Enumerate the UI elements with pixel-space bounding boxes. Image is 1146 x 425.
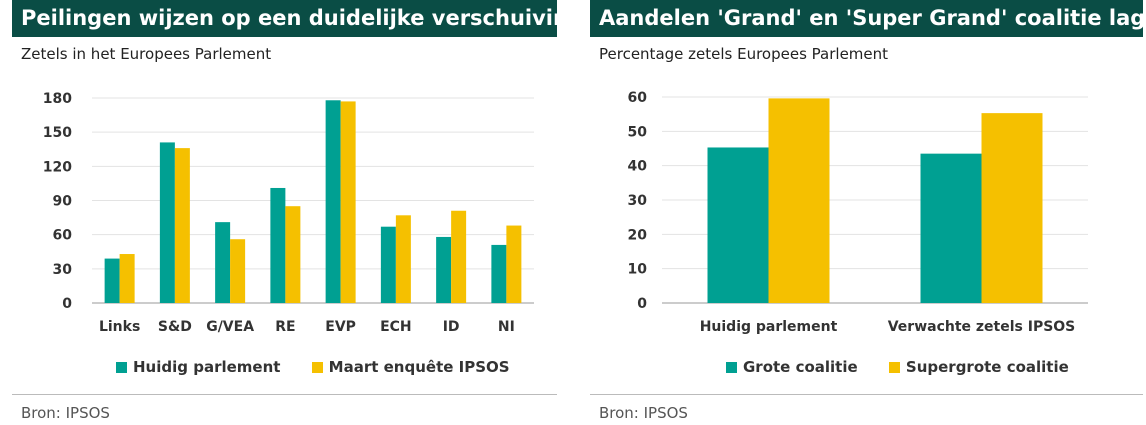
bar xyxy=(340,101,356,304)
legend-label: Maart enquête IPSOS xyxy=(328,358,510,376)
y-tick-label: 0 xyxy=(637,296,647,312)
y-tick-label: 120 xyxy=(43,159,72,175)
chart-subtitle: Percentage zetels Europees Parlement xyxy=(599,45,889,63)
bar-chart-coalition: 0 10 20 30 40 50 60 Huidig parlement Verwachte z… xyxy=(628,90,1088,335)
x-tick-label: EVP xyxy=(325,319,356,335)
bar xyxy=(230,239,246,303)
legend-label: Grote coalitie xyxy=(743,358,858,376)
bar xyxy=(159,142,175,303)
y-tick-label: 40 xyxy=(628,159,648,175)
legend-swatch-yellow xyxy=(311,362,323,373)
bar xyxy=(174,148,190,303)
x-tick-label: G/VEA xyxy=(206,319,254,335)
chart-panel-seats: Peilingen wijzen op een duidelijke versc… xyxy=(12,0,557,425)
bar xyxy=(380,226,396,303)
bar xyxy=(104,258,120,303)
legend-swatch-teal xyxy=(726,362,737,373)
bar xyxy=(395,215,411,303)
divider xyxy=(590,394,1143,395)
bar xyxy=(270,187,286,303)
legend-item-poll: Maart enquête IPSOS xyxy=(311,358,510,376)
y-tick-label: 20 xyxy=(628,227,648,243)
y-tick-label: 10 xyxy=(628,262,648,278)
chart-panel-coalition: Aandelen 'Grand' en 'Super Grand' coalit… xyxy=(590,0,1143,425)
chart-title: Peilingen wijzen op een duidelijke versc… xyxy=(12,0,557,37)
legend-label: Supergrote coalitie xyxy=(905,358,1069,376)
y-tick-label: 0 xyxy=(62,296,72,312)
bar xyxy=(768,98,830,303)
bar xyxy=(491,244,507,303)
bar xyxy=(981,113,1043,304)
x-tick-label: ID xyxy=(443,319,460,335)
x-tick-label: NI xyxy=(498,319,515,335)
chart-legend: Huidig parlement Maart enquête IPSOS xyxy=(116,358,536,376)
source-note: Bron: IPSOS xyxy=(599,404,688,422)
x-tick-label: Links xyxy=(99,319,140,335)
x-tick-label: ECH xyxy=(380,319,412,335)
bar xyxy=(215,222,231,303)
bar xyxy=(325,100,341,304)
y-tick-label: 180 xyxy=(43,91,72,107)
y-tick-label: 90 xyxy=(53,194,73,210)
source-note: Bron: IPSOS xyxy=(21,404,110,422)
x-tick-label: S&D xyxy=(158,319,192,335)
bar xyxy=(707,147,769,303)
legend-swatch-yellow xyxy=(888,362,900,373)
divider xyxy=(12,394,557,395)
bar xyxy=(436,236,452,303)
bar xyxy=(506,225,522,303)
chart-title: Aandelen 'Grand' en 'Super Grand' coalit… xyxy=(590,0,1143,37)
legend-label: Huidig parlement xyxy=(133,358,281,376)
bar xyxy=(285,206,301,303)
y-tick-label: 60 xyxy=(53,228,73,244)
y-tick-label: 60 xyxy=(628,90,648,106)
x-tick-label: Verwachte zetels IPSOS xyxy=(888,319,1076,335)
legend-item-current: Huidig parlement xyxy=(116,358,280,376)
legend-item-grand: Grote coalitie xyxy=(726,358,858,376)
y-tick-label: 150 xyxy=(43,125,72,141)
y-tick-label: 30 xyxy=(628,193,648,209)
x-tick-label: RE xyxy=(275,319,295,335)
bar xyxy=(920,153,982,303)
legend-swatch-teal xyxy=(116,362,127,373)
chart-legend: Grote coalitie Supergrote coalitie xyxy=(726,358,1095,376)
bar xyxy=(451,210,467,303)
y-tick-label: 50 xyxy=(628,124,648,140)
chart-subtitle: Zetels in het Europees Parlement xyxy=(21,45,272,63)
legend-item-supergrand: Supergrote coalitie xyxy=(888,358,1069,376)
bar xyxy=(119,254,135,303)
x-tick-label: Huidig parlement xyxy=(700,319,838,335)
y-tick-label: 30 xyxy=(53,262,73,278)
bar-chart-seats: 0 30 60 90 120 150 180 Links S&D G/VEA RE EVP ECH ID N… xyxy=(43,91,534,335)
